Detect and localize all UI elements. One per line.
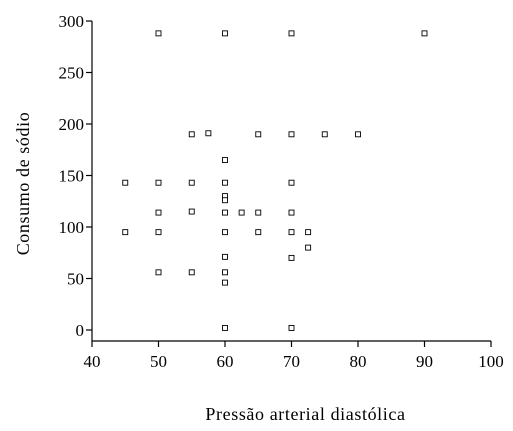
x-tick-label: 80 bbox=[350, 352, 367, 371]
x-tick-label: 100 bbox=[478, 352, 504, 371]
scatter-point bbox=[155, 229, 162, 236]
x-tick-label: 90 bbox=[416, 352, 433, 371]
scatter-point bbox=[288, 254, 295, 261]
scatter-point bbox=[421, 30, 428, 37]
y-tick-label: 300 bbox=[59, 12, 85, 31]
x-tick-label: 50 bbox=[150, 352, 167, 371]
y-axis-title: Consumo de sódio bbox=[13, 112, 33, 256]
scatter-point bbox=[222, 253, 228, 260]
scatter-point bbox=[288, 179, 295, 186]
scatter-point bbox=[222, 209, 228, 216]
y-tick-label: 200 bbox=[59, 115, 85, 134]
scatter-point bbox=[155, 179, 162, 186]
scatter-point bbox=[222, 30, 228, 37]
scatter-point bbox=[238, 209, 245, 216]
data-points bbox=[122, 30, 428, 331]
x-tick-label: 70 bbox=[283, 352, 300, 371]
scatter-point bbox=[122, 179, 129, 186]
scatter-point bbox=[222, 324, 228, 331]
scatter-point bbox=[222, 269, 228, 276]
scatter-point bbox=[188, 208, 195, 215]
scatter-point bbox=[205, 130, 212, 137]
scatter-point bbox=[222, 197, 228, 204]
scatter-point bbox=[122, 229, 129, 236]
scatter-point bbox=[222, 179, 228, 186]
scatter-point bbox=[255, 229, 262, 236]
scatter-point bbox=[255, 131, 262, 138]
y-tick-label: 100 bbox=[59, 218, 85, 237]
y-axis: 0 50 100 150 200 250 300 bbox=[59, 12, 93, 341]
x-tick-label: 60 bbox=[217, 352, 234, 371]
scatter-point bbox=[155, 269, 162, 276]
x-axis: 40 50 60 70 80 90 100 bbox=[84, 340, 504, 371]
x-axis-title: Pressão arterial diastólica bbox=[205, 404, 405, 424]
scatter-point bbox=[188, 131, 195, 138]
scatter-point bbox=[155, 209, 162, 216]
y-tick-label: 0 bbox=[76, 321, 85, 340]
scatter-point bbox=[305, 244, 312, 251]
scatter-point bbox=[155, 30, 162, 37]
scatter-point bbox=[222, 229, 228, 236]
scatter-point bbox=[321, 131, 328, 138]
scatter-point bbox=[288, 209, 295, 216]
scatter-point bbox=[355, 131, 361, 138]
y-tick-label: 250 bbox=[59, 64, 85, 83]
scatter-point bbox=[255, 209, 262, 216]
scatter-point bbox=[188, 179, 195, 186]
scatter-point bbox=[288, 324, 295, 331]
x-tick-label: 40 bbox=[84, 352, 101, 371]
scatter-point bbox=[288, 131, 295, 138]
scatter-point bbox=[288, 229, 295, 236]
scatter-point bbox=[288, 30, 295, 37]
scatter-point bbox=[222, 279, 228, 286]
scatter-point bbox=[188, 269, 195, 276]
y-tick-label: 150 bbox=[59, 167, 85, 186]
scatter-point bbox=[222, 157, 228, 164]
scatter-point bbox=[305, 229, 312, 236]
y-tick-label: 50 bbox=[67, 270, 84, 289]
